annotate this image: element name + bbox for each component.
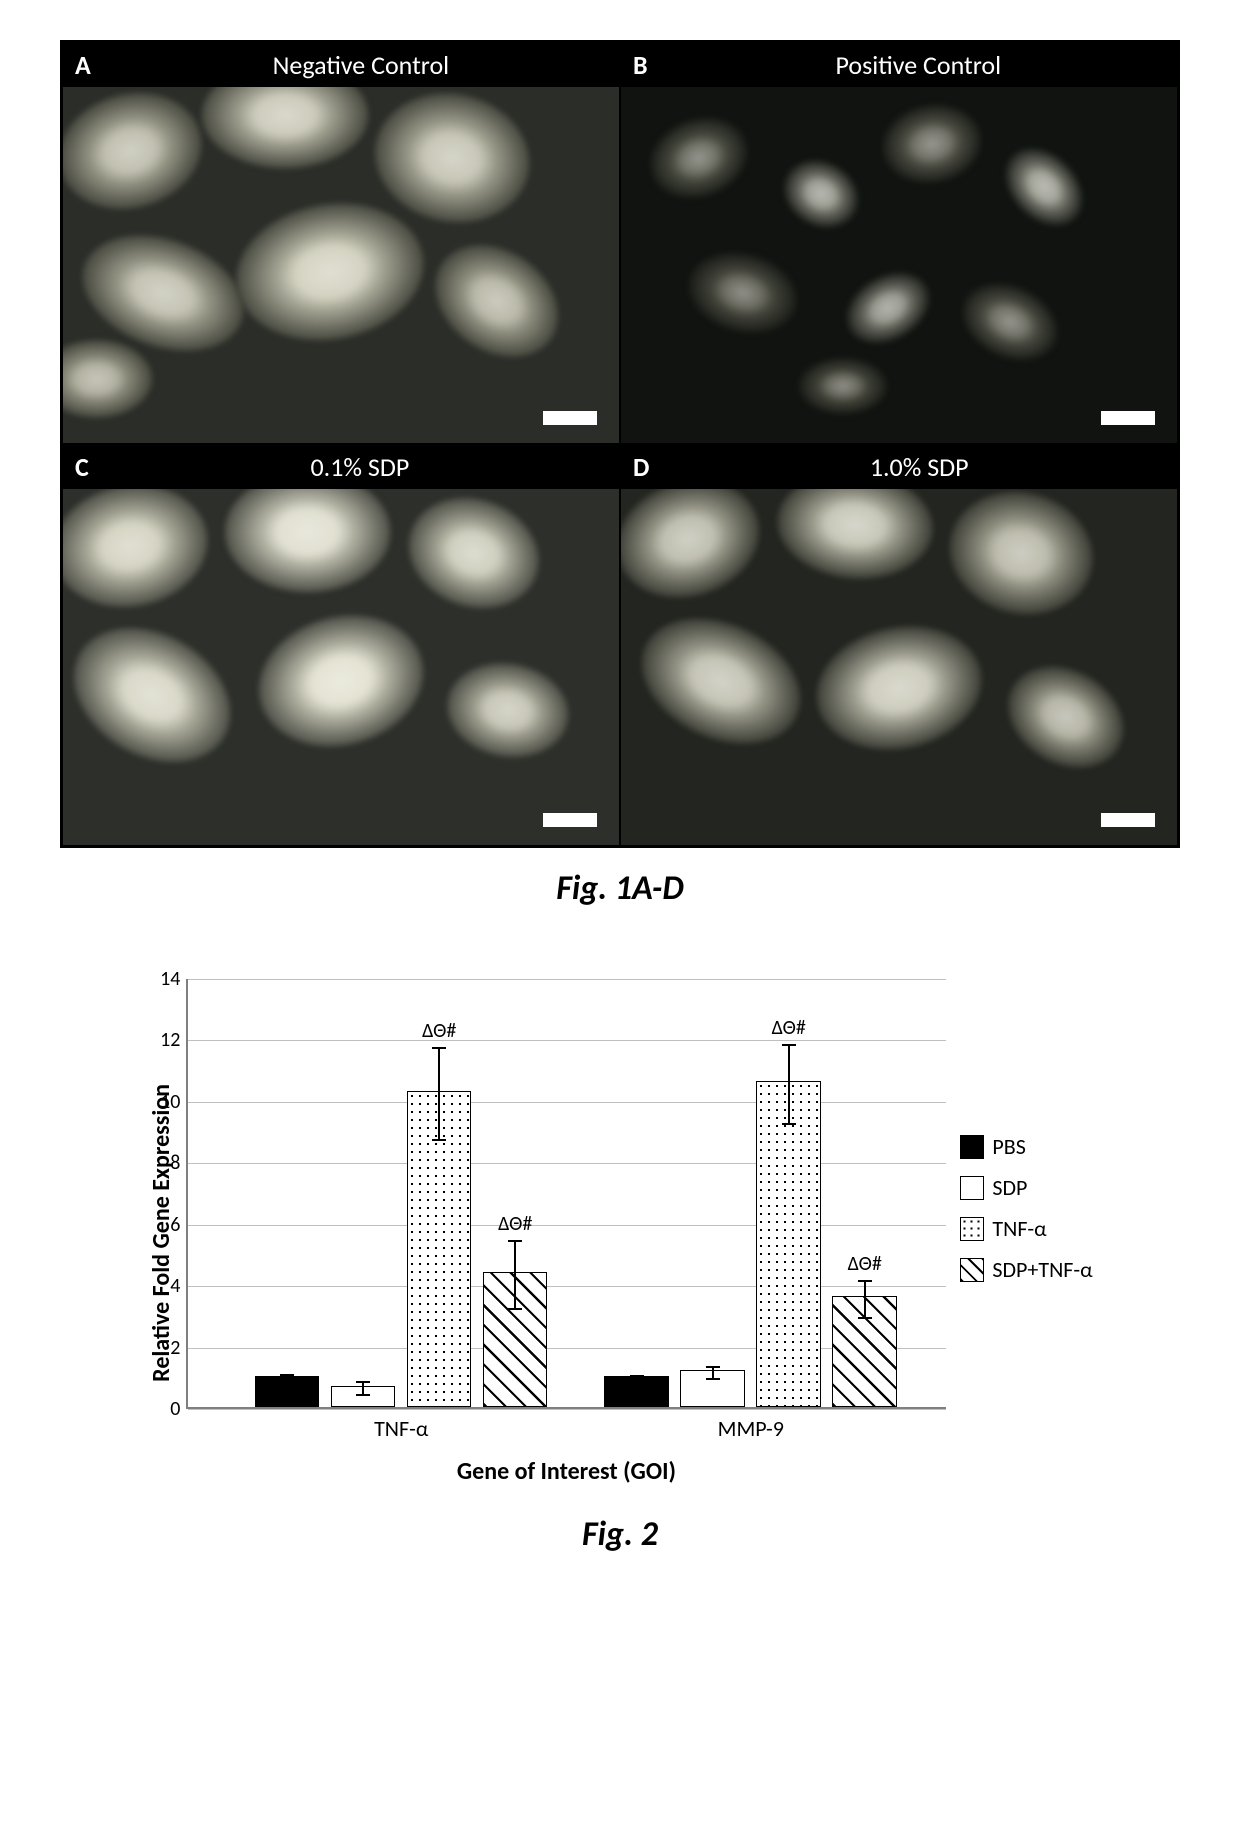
error-cap	[356, 1394, 370, 1396]
legend-label: PBS	[992, 1133, 1025, 1160]
micro-image	[63, 87, 619, 443]
ytick-label: 12	[160, 1028, 180, 1052]
panel-title: Positive Control	[672, 49, 1165, 81]
cell-nucleus	[262, 498, 354, 565]
cell-nucleus	[240, 87, 332, 145]
scale-bar	[543, 813, 597, 827]
legend-label: SDP+TNF-α	[992, 1256, 1092, 1283]
figure2-chart-box: 02468101214TNF-αΔΘ#ΔΘ#MMP-9ΔΘ#ΔΘ# Gene o…	[186, 979, 946, 1486]
legend-item: SDP+TNF-α	[960, 1256, 1092, 1283]
figure1-grid: A Negative Control B Positive Control C 0.1% …	[60, 40, 1180, 848]
error-cap	[706, 1378, 720, 1380]
figure1-caption: Fig. 1A-D	[60, 868, 1180, 909]
ytick-label: 4	[170, 1274, 180, 1298]
error-bar	[438, 1047, 440, 1139]
gridline	[188, 1286, 946, 1287]
micro-panel-b: B Positive Control	[620, 42, 1178, 444]
legend-label: TNF-α	[992, 1215, 1046, 1242]
figure2-container: Relative Fold Gene Expression 0246810121…	[60, 979, 1180, 1486]
micro-panel-c: C 0.1% SDP	[62, 444, 620, 846]
ytick-label: 10	[160, 1090, 180, 1114]
legend-item: TNF-α	[960, 1215, 1092, 1242]
micro-panel-a: A Negative Control	[62, 42, 620, 444]
panel-title: Negative Control	[115, 49, 607, 81]
figure2-caption: Fig. 2	[60, 1514, 1180, 1555]
legend-label: SDP	[992, 1174, 1027, 1201]
error-cap	[432, 1047, 446, 1049]
scale-bar	[543, 411, 597, 425]
ytick-label: 0	[170, 1397, 180, 1421]
error-cap	[782, 1044, 796, 1046]
xtick-label: MMP-9	[718, 1415, 784, 1442]
micro-image	[63, 489, 619, 845]
gridline	[188, 979, 946, 980]
cell-nucleus	[819, 370, 868, 401]
error-bar	[864, 1280, 866, 1317]
panel-letter: D	[633, 451, 649, 483]
micro-image	[621, 87, 1177, 443]
error-cap	[858, 1280, 872, 1282]
cell-nucleus	[66, 357, 127, 400]
significance-label: ΔΘ#	[848, 1252, 882, 1276]
figure2-xlabel: Gene of Interest (GOI)	[186, 1457, 946, 1486]
micro-panel-header: D 1.0% SDP	[621, 445, 1177, 489]
error-cap	[356, 1381, 370, 1383]
ytick-label: 6	[170, 1213, 180, 1237]
panel-letter: A	[75, 49, 91, 81]
panel-letter: C	[75, 451, 89, 483]
significance-label: ΔΘ#	[772, 1016, 806, 1040]
scale-bar	[1101, 411, 1155, 425]
error-cap	[280, 1374, 294, 1376]
legend-item: SDP	[960, 1174, 1092, 1201]
legend-item: PBS	[960, 1133, 1092, 1160]
gridline	[188, 1409, 946, 1410]
significance-label: ΔΘ#	[498, 1212, 532, 1236]
error-cap	[782, 1123, 796, 1125]
panel-title: 1.0% SDP	[673, 451, 1165, 483]
ytick-label: 14	[160, 967, 180, 991]
error-cap	[432, 1139, 446, 1141]
figure2-plot-area: 02468101214TNF-αΔΘ#ΔΘ#MMP-9ΔΘ#ΔΘ#	[186, 979, 946, 1409]
bar-tnfa	[756, 1081, 821, 1407]
gridline	[188, 1163, 946, 1164]
error-cap	[858, 1317, 872, 1319]
panel-letter: B	[633, 49, 648, 81]
error-cap	[508, 1240, 522, 1242]
micro-panel-header: C 0.1% SDP	[63, 445, 619, 489]
ytick-label: 8	[170, 1151, 180, 1175]
error-cap	[630, 1381, 644, 1383]
error-cap	[630, 1375, 644, 1377]
significance-label: ΔΘ#	[422, 1019, 456, 1043]
legend-swatch	[960, 1176, 984, 1200]
micro-panel-header: A Negative Control	[63, 43, 619, 87]
gridline	[188, 1040, 946, 1041]
figure2-legend: PBS SDP TNF-α SDP+TNF-α	[960, 1119, 1092, 1297]
xtick-label: TNF-α	[374, 1415, 428, 1442]
scale-bar	[1101, 813, 1155, 827]
gridline	[188, 1225, 946, 1226]
legend-swatch	[960, 1258, 984, 1282]
error-cap	[508, 1308, 522, 1310]
error-bar	[788, 1044, 790, 1124]
error-cap	[706, 1366, 720, 1368]
legend-swatch	[960, 1217, 984, 1241]
error-bar	[514, 1240, 516, 1308]
legend-swatch	[960, 1135, 984, 1159]
micro-panel-header: B Positive Control	[621, 43, 1177, 87]
micro-panel-d: D 1.0% SDP	[620, 444, 1178, 846]
ytick-label: 2	[170, 1336, 180, 1360]
figure2-chart-outer: Relative Fold Gene Expression 0246810121…	[147, 979, 946, 1486]
gridline	[188, 1102, 946, 1103]
panel-title: 0.1% SDP	[113, 451, 607, 483]
error-cap	[280, 1383, 294, 1385]
micro-image	[621, 489, 1177, 845]
